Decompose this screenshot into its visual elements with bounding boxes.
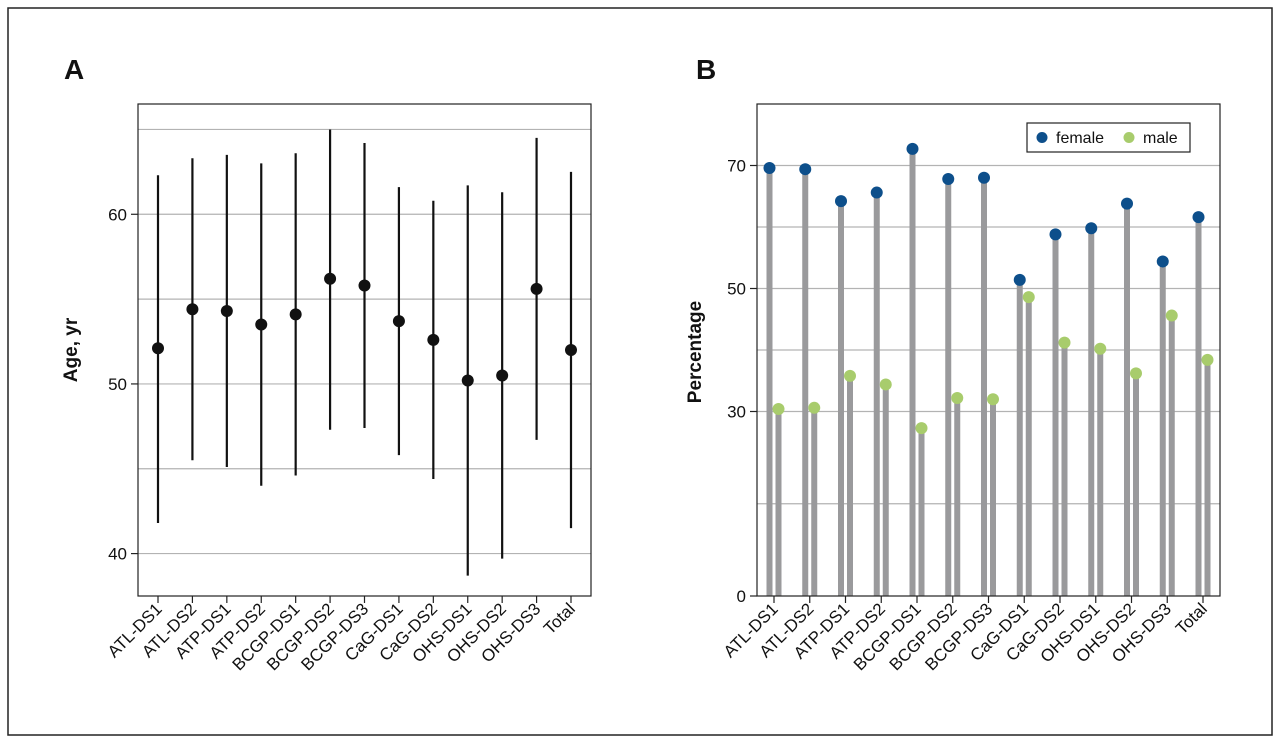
y-tick-label: 50	[108, 375, 127, 394]
panel-a-y-axis: 40 50 60	[108, 205, 138, 564]
y-tick-label: 70	[727, 157, 746, 176]
panel-b-gridlines	[757, 164, 1220, 505]
male-point	[951, 391, 964, 404]
legend-female-label: female	[1056, 130, 1104, 147]
legend-male-label: male	[1143, 130, 1178, 147]
y-tick-label: 50	[727, 280, 746, 299]
data-point	[530, 282, 543, 295]
female-point	[1121, 197, 1133, 210]
y-tick-label: 60	[108, 205, 127, 224]
male-point	[987, 393, 999, 406]
panel-b-y-axis-label: Percentage	[685, 301, 706, 403]
male-point	[879, 378, 892, 391]
female-point	[1085, 222, 1098, 235]
male-point	[1022, 291, 1035, 304]
data-point	[565, 344, 577, 356]
y-tick-label: 40	[108, 545, 127, 564]
male-point	[1130, 367, 1142, 380]
female-point	[906, 142, 919, 155]
legend-female-marker	[1036, 132, 1048, 143]
figure-border	[7, 7, 1273, 736]
data-point	[392, 315, 405, 328]
male-point	[808, 401, 821, 414]
female-point	[763, 161, 776, 174]
panel-a-chart: A 40 50 60 ATL-DS1ATL-DS2ATP-DS1ATP-DS2BCG…	[61, 54, 592, 674]
data-point	[186, 303, 199, 316]
panel-a-y-axis-label: Age, yr	[61, 317, 82, 382]
y-tick-label: 30	[727, 403, 746, 422]
panel-a-gridlines	[138, 128, 591, 555]
female-point	[1013, 273, 1026, 286]
female-point	[978, 171, 990, 184]
panel-b-chart: B 0 30 50 70 ATL-DS1ATL-DS2ATP-DS1ATP-DS2BC…	[685, 54, 1221, 674]
x-tick-label: Total	[1172, 599, 1211, 638]
data-point	[324, 272, 337, 285]
panel-a-x-axis: ATL-DS1ATL-DS2ATP-DS1ATP-DS2BCGP-DS1BCGP…	[104, 596, 579, 674]
male-point	[1094, 342, 1107, 355]
legend-male-marker	[1123, 132, 1135, 143]
panel-b-label: B	[696, 54, 716, 85]
data-point	[220, 304, 233, 317]
panel-b-marks	[763, 142, 1214, 596]
male-point	[772, 403, 785, 416]
male-point	[915, 422, 928, 435]
data-point	[496, 369, 509, 382]
female-point	[835, 195, 847, 208]
panel-a-marks	[152, 129, 577, 576]
male-point	[1201, 353, 1214, 366]
male-point	[1165, 309, 1178, 322]
panel-b-legend: female male	[1026, 122, 1191, 153]
male-point	[1058, 336, 1071, 349]
x-tick-label: Total	[540, 599, 579, 638]
panel-a-label: A	[64, 54, 84, 85]
data-point	[255, 318, 268, 331]
data-point	[289, 308, 302, 321]
data-point	[427, 333, 440, 346]
data-point	[358, 279, 371, 292]
female-point	[1192, 211, 1205, 224]
legend-box	[1026, 122, 1191, 153]
panel-b-x-axis: ATL-DS1ATL-DS2ATP-DS1ATP-DS2BCGP-DS1BCGP…	[720, 596, 1211, 674]
data-point	[152, 342, 164, 355]
female-point	[870, 186, 883, 199]
y-tick-label: 0	[737, 587, 746, 606]
female-point	[1049, 228, 1062, 241]
panel-b-y-axis: 0 30 50 70	[727, 157, 757, 606]
female-point	[1156, 255, 1169, 268]
female-point	[942, 173, 955, 186]
male-point	[844, 369, 856, 382]
data-point	[461, 374, 474, 387]
female-point	[799, 163, 812, 176]
